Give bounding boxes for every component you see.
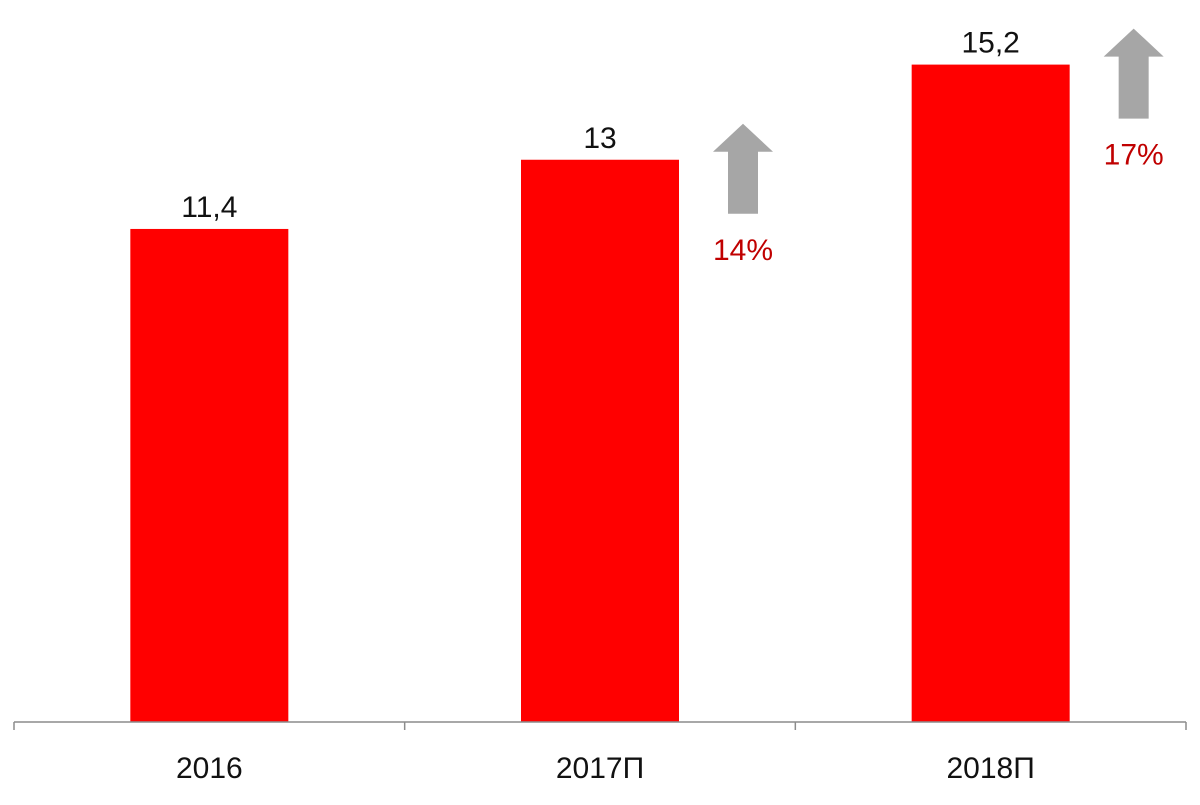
up-arrow-icon <box>713 123 773 214</box>
data-label-2018П: 15,2 <box>961 27 1019 60</box>
data-label-2016: 11,4 <box>181 191 237 224</box>
x-tick-label-2018П: 2018П <box>947 752 1035 785</box>
bar-2017П <box>521 159 679 722</box>
bar-2018П <box>911 64 1070 723</box>
bars-layer <box>130 64 1070 723</box>
up-arrow-icon <box>1103 28 1164 119</box>
x-tick-label-2017П: 2017П <box>556 752 644 785</box>
bar-2016 <box>130 228 289 722</box>
data-label-2017П: 13 <box>583 122 616 155</box>
growth-label-2018П: 17% <box>1104 139 1164 172</box>
x-axis <box>13 721 1187 730</box>
labels-layer: 11,4 2016 13 2017П 15,2 2018П <box>176 27 1035 785</box>
growth-label-2017П: 14% <box>713 234 773 267</box>
annotations-layer: 14% 17% <box>713 28 1164 267</box>
x-tick-label-2016: 2016 <box>176 752 243 785</box>
